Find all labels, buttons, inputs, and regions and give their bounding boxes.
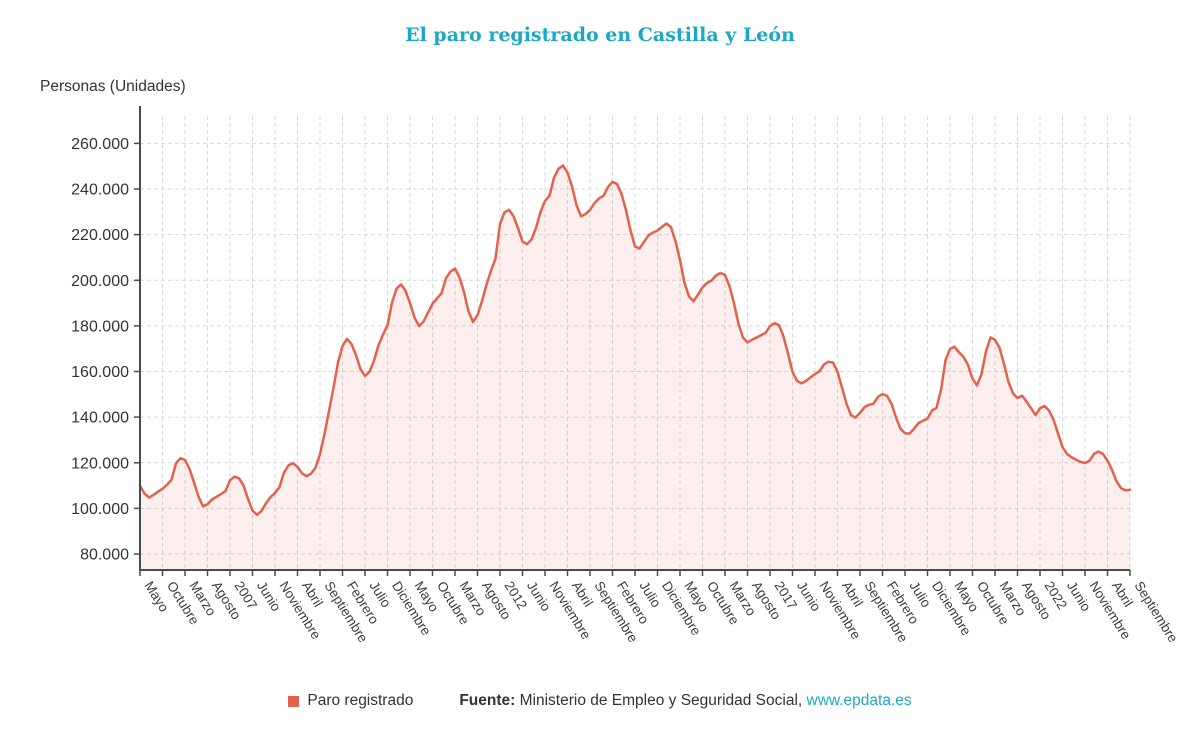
svg-text:140.000: 140.000 <box>71 410 129 427</box>
svg-text:80.000: 80.000 <box>80 547 129 564</box>
svg-text:200.000: 200.000 <box>71 273 129 290</box>
legend-marker-square <box>288 695 300 707</box>
unemployment-area-chart: 80.000 100.000 120.000 140.000 160.000 180.00… <box>71 106 1181 646</box>
legend-label: Paro registrado <box>307 692 414 709</box>
source-text: Ministerio de Empleo y Seguridad Social, <box>515 692 807 709</box>
svg-text:160.000: 160.000 <box>71 364 129 381</box>
source-line: Fuente: Ministerio de Empleo y Seguridad… <box>459 692 911 710</box>
svg-text:220.000: 220.000 <box>71 227 129 244</box>
legend-item: Paro registrado <box>288 692 413 710</box>
y-axis-unit-label: Personas (Unidades) <box>40 78 186 95</box>
svg-text:240.000: 240.000 <box>71 182 129 199</box>
svg-text:180.000: 180.000 <box>71 318 129 335</box>
legend: Paro registrado Fuente: Ministerio de Em… <box>0 692 1200 710</box>
source-link[interactable]: www.epdata.es <box>806 692 912 709</box>
svg-text:100.000: 100.000 <box>71 501 129 518</box>
svg-text:260.000: 260.000 <box>71 136 129 153</box>
svg-text:120.000: 120.000 <box>71 455 129 472</box>
source-prefix: Fuente: <box>459 692 516 709</box>
svg-text:Septiembre: Septiembre <box>1131 579 1180 646</box>
chart-title: El paro registrado en Castilla y León <box>405 24 795 46</box>
